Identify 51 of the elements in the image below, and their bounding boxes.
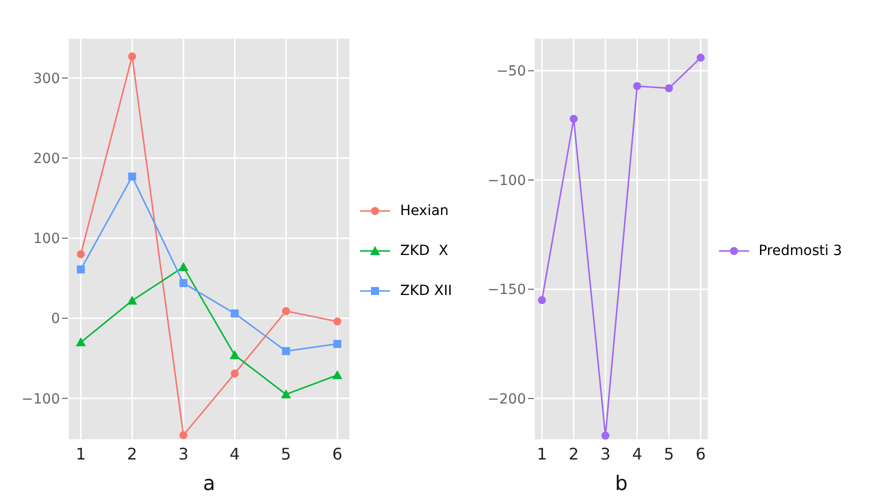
y-tick-label: −100 [22,391,60,408]
y-tick-label: −150 [488,282,526,298]
point [76,250,85,258]
point [128,172,136,181]
x-tick-label: 4 [230,444,240,464]
x-tick-label: 2 [127,444,138,464]
point [333,340,342,348]
x-tick-label: 4 [632,444,642,464]
x-tick-label: 2 [568,444,579,464]
x-tick-label: 1 [76,444,86,464]
x-tick-label: 5 [664,444,674,464]
legend-label: Hexian [400,203,449,219]
point [76,265,85,274]
point [282,347,290,356]
point [281,389,292,398]
y-tick-label: 0 [51,311,60,328]
point [664,84,673,92]
point [178,262,188,272]
legend-label: ZKD X [400,243,448,259]
x-tick-label: 6 [332,444,342,464]
point [128,52,136,60]
x-tick-label: 5 [280,444,292,464]
x-axis-title: a [202,471,216,495]
point [696,54,705,62]
point [332,370,342,380]
point [230,309,239,318]
y-tick-label: −200 [488,391,526,408]
x-tick-label: 3 [600,444,611,464]
x-tick-label: 3 [178,444,189,464]
point [230,350,240,360]
point [127,296,138,305]
point [570,114,578,123]
point [633,82,642,90]
x-axis-title: b [614,471,628,495]
y-tick-label: 300 [33,71,60,88]
y-tick-label: 100 [33,231,60,248]
point [179,279,188,288]
legend-label: Predmosti 3 [758,243,842,259]
point [179,431,188,440]
point [230,370,239,378]
point [538,296,546,304]
point [333,317,342,326]
point [282,307,290,316]
x-tick-label: 6 [696,444,706,464]
y-tick-label: −100 [488,172,526,189]
point [601,432,610,440]
y-tick-label: 200 [33,151,60,168]
point [76,337,86,346]
x-tick-label: 1 [536,444,548,464]
y-tick-label: −50 [496,64,526,80]
legend-label: ZKD XII [400,283,452,299]
